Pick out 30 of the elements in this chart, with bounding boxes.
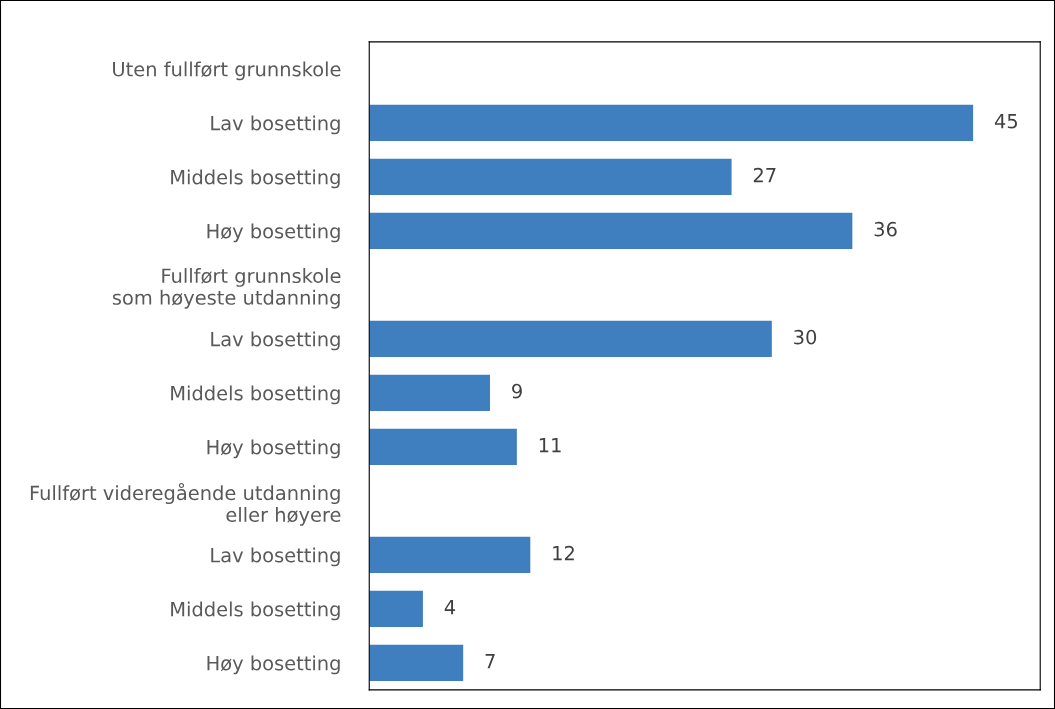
bar [369,320,772,357]
data-label: 45 [994,114,1018,129]
y-tick-label: Høy bosetting [207,223,340,243]
data-label: 27 [753,167,776,183]
data-label: 11 [539,438,561,453]
y-tick-label: Høy bosetting [207,655,340,675]
bar [369,644,464,681]
bar [369,158,732,195]
bar [369,428,517,465]
y-tick-label: Middels bosetting [171,169,340,189]
bar [369,212,853,249]
bar [369,590,423,627]
data-label: 4 [444,600,456,615]
y-tick-label: Uten fullført grunnskole [113,61,341,81]
y-tick-label: Middels bosetting [171,601,340,621]
y-tick-label: Middels bosetting [171,385,340,405]
y-tick-label: Fullført videregående utdanning eller høyere [30,482,341,526]
y-tick-label: Høy bosetting [207,439,340,459]
data-label: 7 [485,654,495,669]
data-label: 30 [794,329,817,345]
bar [369,536,531,573]
bar [369,374,491,411]
y-tick-label: Lav bosetting [211,547,340,567]
data-label: 12 [553,545,574,561]
data-label: 36 [874,221,897,237]
data-label: 9 [512,383,522,399]
y-tick-label: Lav bosetting [211,331,340,351]
bar [369,104,974,141]
y-tick-label: Lav bosetting [211,115,340,135]
y-tick-label: Fullført grunnskole som høyeste utdanning [112,268,341,309]
